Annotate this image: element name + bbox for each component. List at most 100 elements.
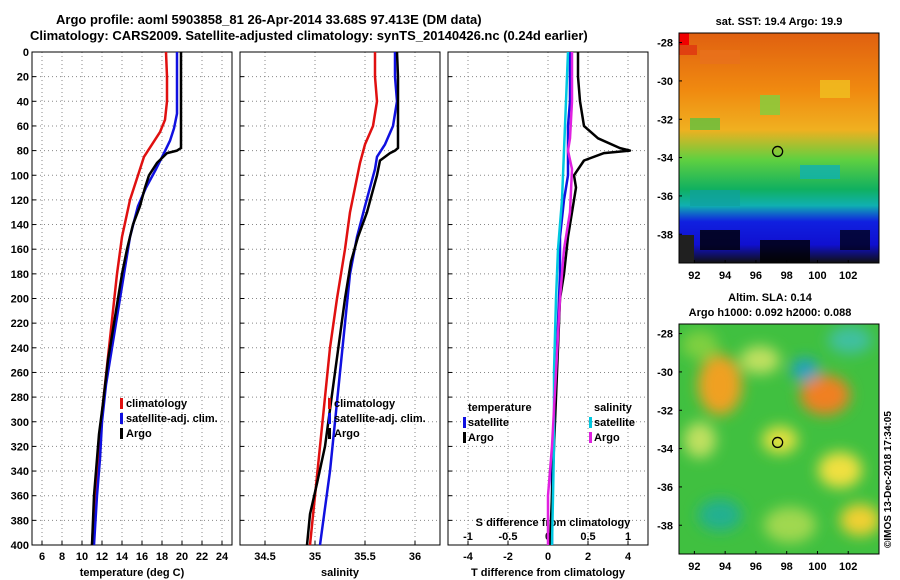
map-x-tick-label: 92 — [688, 561, 700, 573]
map-y-tick-label: -34 — [657, 153, 674, 165]
legend-title-salinity: salinity — [594, 402, 633, 414]
map-x-tick-label: 92 — [688, 270, 700, 282]
map-y-tick-label: -30 — [657, 367, 673, 379]
map-x-tick-label: 98 — [781, 270, 793, 282]
legend-swatch — [589, 432, 592, 443]
series-line-climatology — [90, 51, 169, 546]
sla-argo-location-marker — [771, 436, 784, 449]
map-y-tick-label: -36 — [657, 191, 673, 203]
legend-label: Argo — [468, 432, 494, 444]
sla-map-texture — [682, 326, 879, 543]
map-x-tick-label: 100 — [808, 561, 826, 573]
map-y-tick-label: -28 — [657, 329, 673, 341]
sst-map-frame — [678, 32, 880, 264]
y-tick-label: 300 — [11, 417, 29, 429]
y-tick-label: 400 — [11, 540, 29, 552]
map-y-tick-label: -32 — [657, 114, 673, 126]
map-y-tick-label: -34 — [657, 444, 674, 456]
x-tick-label: 20 — [176, 551, 188, 563]
sla-map: 92 94 96 98 100 102 -28 -30 -32 -34 -36 -38 Altim. … — [657, 292, 880, 573]
legend-swatch — [120, 398, 123, 409]
legend-swatch — [328, 398, 331, 409]
y-tick-label: 140 — [11, 220, 29, 232]
y-tick-label: 40 — [17, 96, 29, 108]
x-tick-label: 8 — [59, 551, 65, 563]
map-x-tick-label: 94 — [719, 561, 732, 573]
map-y-tick-label: -28 — [657, 38, 673, 50]
map-y-tick-label: -30 — [657, 76, 673, 88]
sst-map-title: sat. SST: 19.4 Argo: 19.9 — [716, 16, 843, 28]
x-tick-label: 35.5 — [354, 551, 375, 563]
legend-swatch — [463, 417, 466, 428]
map-y-tick-label: -36 — [657, 482, 673, 494]
y-tick-label: 240 — [11, 343, 29, 355]
x-tick-label: 10 — [76, 551, 88, 563]
legend-label: Argo — [334, 428, 360, 440]
sla-map-subtitle: Argo h1000: 0.092 h2000: 0.088 — [689, 307, 852, 319]
legend-swatch — [463, 432, 466, 443]
series-line-s-argo — [546, 52, 574, 545]
salinity-panel: 34.5 35 35.5 36 salinity climatology satellite… — [239, 51, 441, 579]
legend-label: Argo — [126, 428, 152, 440]
x-tick-label: 18 — [156, 551, 168, 563]
legend-swatch — [328, 428, 331, 439]
y-tick-label: 280 — [11, 392, 29, 404]
map-x-tick-label: 98 — [781, 561, 793, 573]
temperature-xlabel: temperature (deg C) — [80, 567, 185, 579]
y-tick-label: 360 — [11, 491, 29, 503]
x-tick-label: 34.5 — [254, 551, 275, 563]
difference-xlabel: T difference from climatology — [471, 567, 626, 579]
legend-label: Argo — [594, 432, 620, 444]
series-line-satellite-adj-clim- — [318, 52, 399, 546]
map-y-tick-label: -38 — [657, 520, 673, 532]
y-tick-label: 200 — [11, 294, 29, 306]
s-difference-tick-label: -1 — [463, 531, 473, 543]
legend-label: satellite-adj. clim. — [126, 413, 218, 425]
legend-label: climatology — [334, 398, 396, 410]
map-x-tick-label: 94 — [719, 270, 732, 282]
legend-label: satellite — [468, 417, 509, 429]
sst-map-axes: 92 94 96 98 100 102 -28 -30 -32 -34 -36 -38 — [657, 38, 857, 282]
x-tick-label: 35 — [309, 551, 321, 563]
map-x-tick-label: 102 — [839, 561, 857, 573]
legend-label: satellite-adj. clim. — [334, 413, 426, 425]
title-line-2: Climatology: CARS2009. Satellite-adjuste… — [30, 28, 588, 43]
temperature-panel: 6 8 10 12 14 16 18 20 22 240204060801001201401601… — [11, 47, 233, 579]
sst-map-field — [679, 33, 879, 263]
s-difference-tick-label: 1 — [625, 531, 631, 543]
map-y-tick-label: -38 — [657, 229, 673, 241]
y-tick-label: 0 — [23, 47, 29, 59]
legend-title-temperature: temperature — [468, 402, 532, 414]
map-x-tick-label: 96 — [750, 561, 762, 573]
x-tick-label: 2 — [585, 551, 591, 563]
map-x-tick-label: 96 — [750, 270, 762, 282]
x-tick-label: 12 — [96, 551, 108, 563]
x-tick-label: -2 — [503, 551, 513, 563]
x-tick-label: 16 — [136, 551, 148, 563]
y-tick-label: 380 — [11, 515, 29, 527]
y-tick-label: 260 — [11, 367, 29, 379]
y-tick-label: 20 — [17, 72, 29, 84]
imos-credit: ©IMOS 13-Dec-2018 17:34:05 — [883, 411, 894, 548]
y-tick-label: 80 — [17, 146, 29, 158]
y-tick-label: 220 — [11, 318, 29, 330]
legend-label: climatology — [126, 398, 188, 410]
title-line-1: Argo profile: aoml 5903858_81 26-Apr-201… — [56, 12, 482, 27]
sst-argo-location-marker — [771, 145, 784, 158]
x-tick-label: 4 — [625, 551, 632, 563]
x-tick-label: 6 — [39, 551, 45, 563]
series-line-climatology — [308, 52, 379, 546]
sst-map: 92 94 96 98 100 102 -28 -30 -32 -34 -36 -38 sat. SS… — [657, 16, 880, 282]
x-tick-label: 36 — [409, 551, 421, 563]
series-line-satellite-adj-clim- — [92, 52, 179, 546]
x-tick-label: -4 — [463, 551, 474, 563]
series-line-argo — [90, 52, 183, 546]
y-tick-label: 60 — [17, 121, 29, 133]
legend-label: satellite — [594, 417, 635, 429]
legend-swatch — [120, 428, 123, 439]
sst-map-texture — [679, 33, 870, 263]
legend-swatch — [328, 413, 331, 424]
map-x-tick-label: 102 — [839, 270, 857, 282]
y-tick-label: 180 — [11, 269, 29, 281]
